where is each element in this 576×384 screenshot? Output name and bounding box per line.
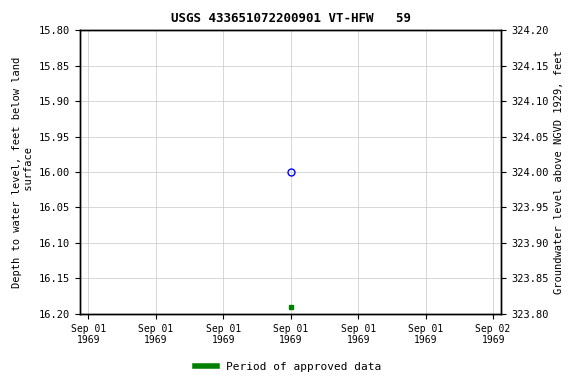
Legend: Period of approved data: Period of approved data <box>191 358 385 377</box>
Title: USGS 433651072200901 VT-HFW   59: USGS 433651072200901 VT-HFW 59 <box>170 12 411 25</box>
Y-axis label: Groundwater level above NGVD 1929, feet: Groundwater level above NGVD 1929, feet <box>554 50 564 294</box>
Y-axis label: Depth to water level, feet below land
 surface: Depth to water level, feet below land su… <box>12 56 33 288</box>
